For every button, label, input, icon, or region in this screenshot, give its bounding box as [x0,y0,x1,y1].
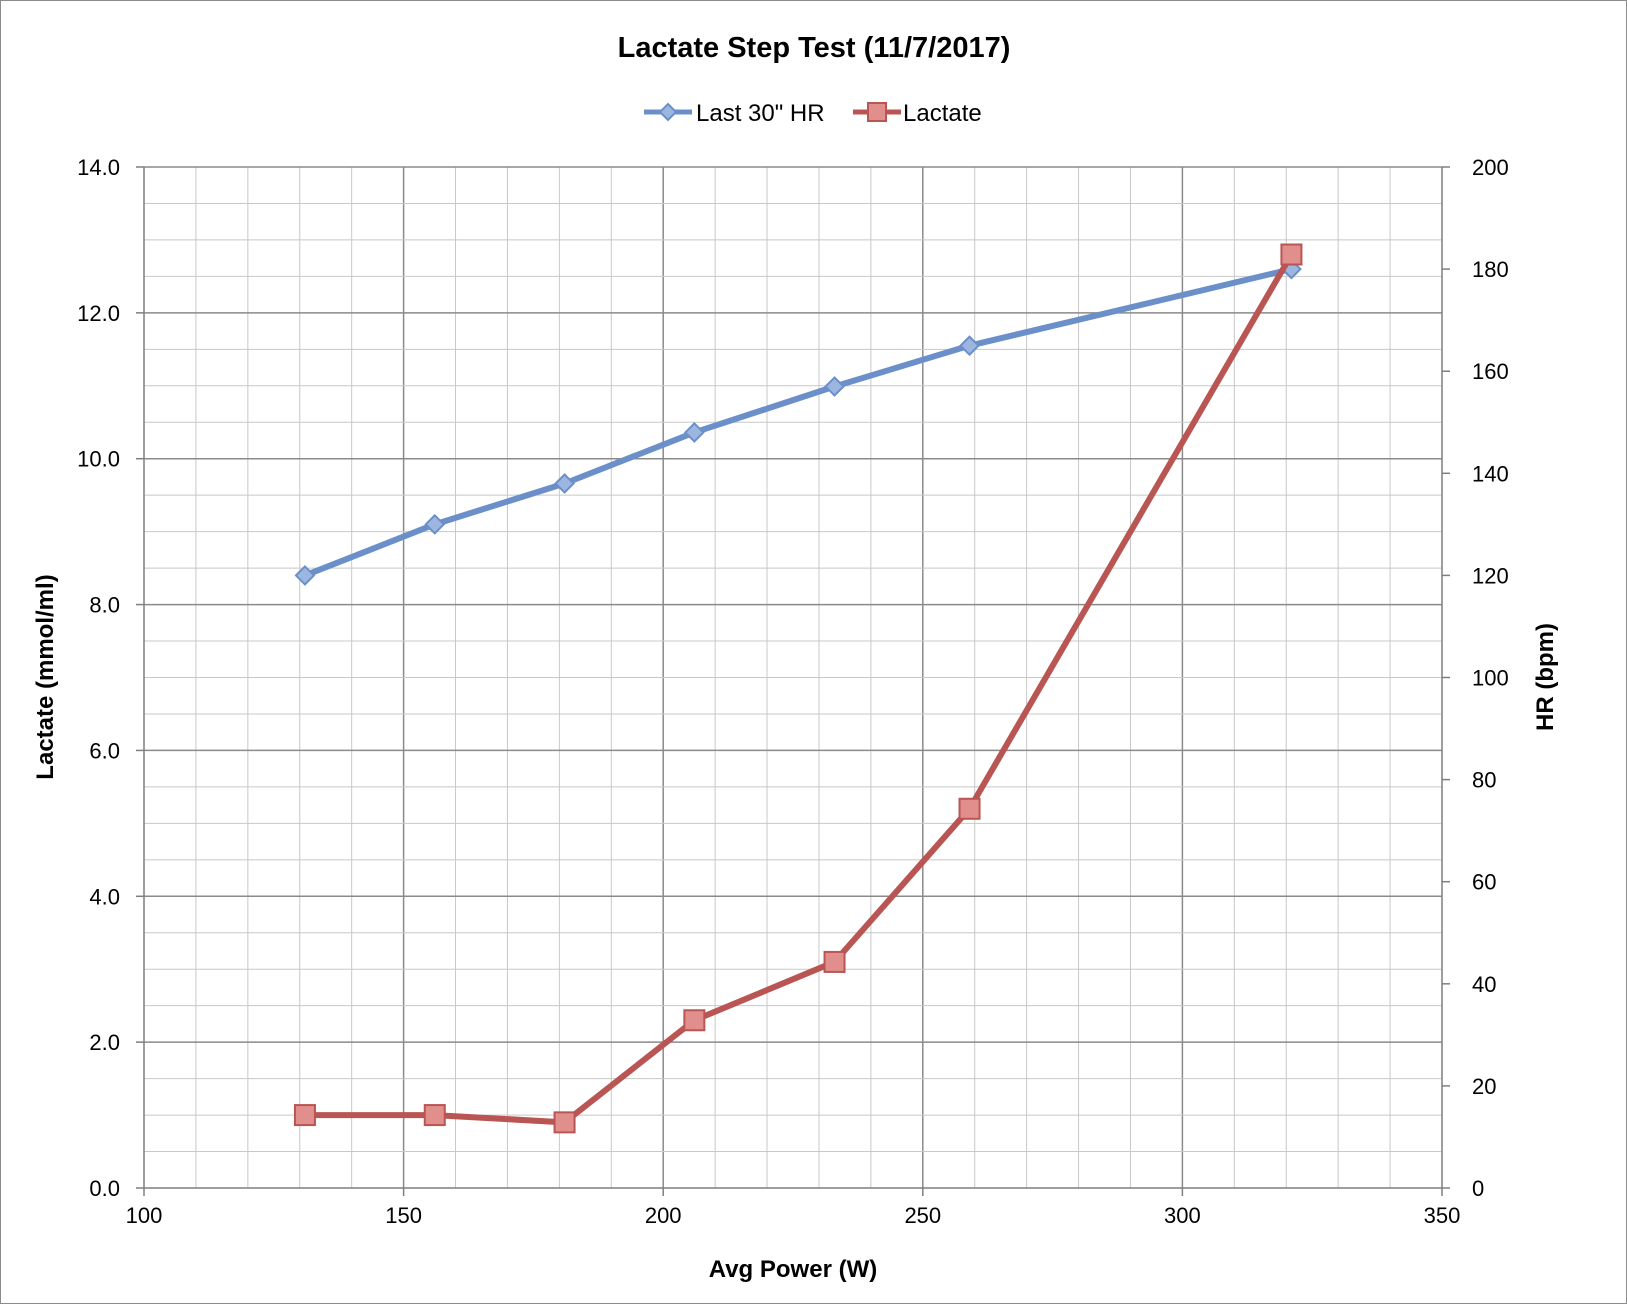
series-line [304,253,1295,1126]
y-right-tick-label: 20 [1472,1074,1496,1099]
legend-diamond-marker [658,102,678,122]
y-left-tick-label: 14.0 [77,155,120,180]
hr-point-marker [294,564,316,586]
x-axis-title: Avg Power (W) [709,1256,877,1283]
y-left-axis-title: Lactate (mmol/ml) [32,574,59,779]
y-left-tick-label: 6.0 [89,738,120,763]
hr-point-marker [959,335,980,357]
legend-label-hr: Last 30" HR [696,100,825,127]
legend: Last 30" HR Lactate [644,100,982,127]
legend-label-lactate: Lactate [903,100,982,127]
chart-title: Lactate Step Test (11/7/2017) [618,32,1011,64]
y-right-tick-label: 100 [1472,666,1509,691]
series-lactate [293,243,1303,1134]
series-hr [294,258,1302,586]
legend-square-marker [867,102,887,122]
y-left-tick-label: 8.0 [89,593,120,618]
y-left-tick-label: 4.0 [89,884,120,909]
y-left-tick-label: 10.0 [77,447,120,472]
x-tick-label: 250 [904,1203,941,1228]
y-right-axis-ticks: 0 20 40 60 80 100 120 140 160 180 200 [1442,155,1509,1201]
hr-point-marker [824,376,845,397]
x-tick-label: 350 [1424,1203,1461,1228]
y-right-tick-label: 0 [1472,1176,1484,1201]
x-axis-ticks: 100 150 200 250 300 350 [126,1188,1461,1228]
y-left-tick-label: 12.0 [77,301,120,326]
lactate-point-marker [553,1111,576,1134]
y-right-tick-label: 200 [1472,155,1509,180]
y-left-tick-label: 2.0 [89,1030,120,1055]
lactate-point-marker [683,1009,706,1032]
y-left-tick-label: 0.0 [89,1176,120,1201]
hr-point-marker [424,513,446,535]
y-right-tick-label: 160 [1472,359,1509,384]
y-right-axis-title: HR (bpm) [1532,623,1559,731]
y-right-tick-label: 80 [1472,768,1496,793]
series-layer [293,243,1303,1134]
y-right-tick-label: 60 [1472,870,1496,895]
gridlines [144,166,1442,1188]
lactate-point-marker [1280,243,1303,266]
x-tick-label: 300 [1164,1203,1201,1228]
lactate-point-marker [423,1104,446,1127]
lactate-point-marker [823,950,846,973]
y-right-tick-label: 120 [1472,563,1509,588]
y-left-axis-ticks: 0.0 2.0 4.0 6.0 8.0 10.0 12.0 14.0 [77,155,144,1201]
y-right-tick-label: 40 [1472,972,1496,997]
y-right-tick-label: 180 [1472,257,1509,282]
lactate-point-marker [293,1104,316,1127]
y-right-tick-label: 140 [1472,461,1509,486]
x-tick-label: 100 [126,1203,163,1228]
lactate-point-marker [958,797,981,820]
hr-point-marker [554,473,575,494]
hr-point-marker [683,422,705,443]
x-tick-label: 150 [385,1203,422,1228]
x-tick-label: 200 [645,1203,682,1228]
